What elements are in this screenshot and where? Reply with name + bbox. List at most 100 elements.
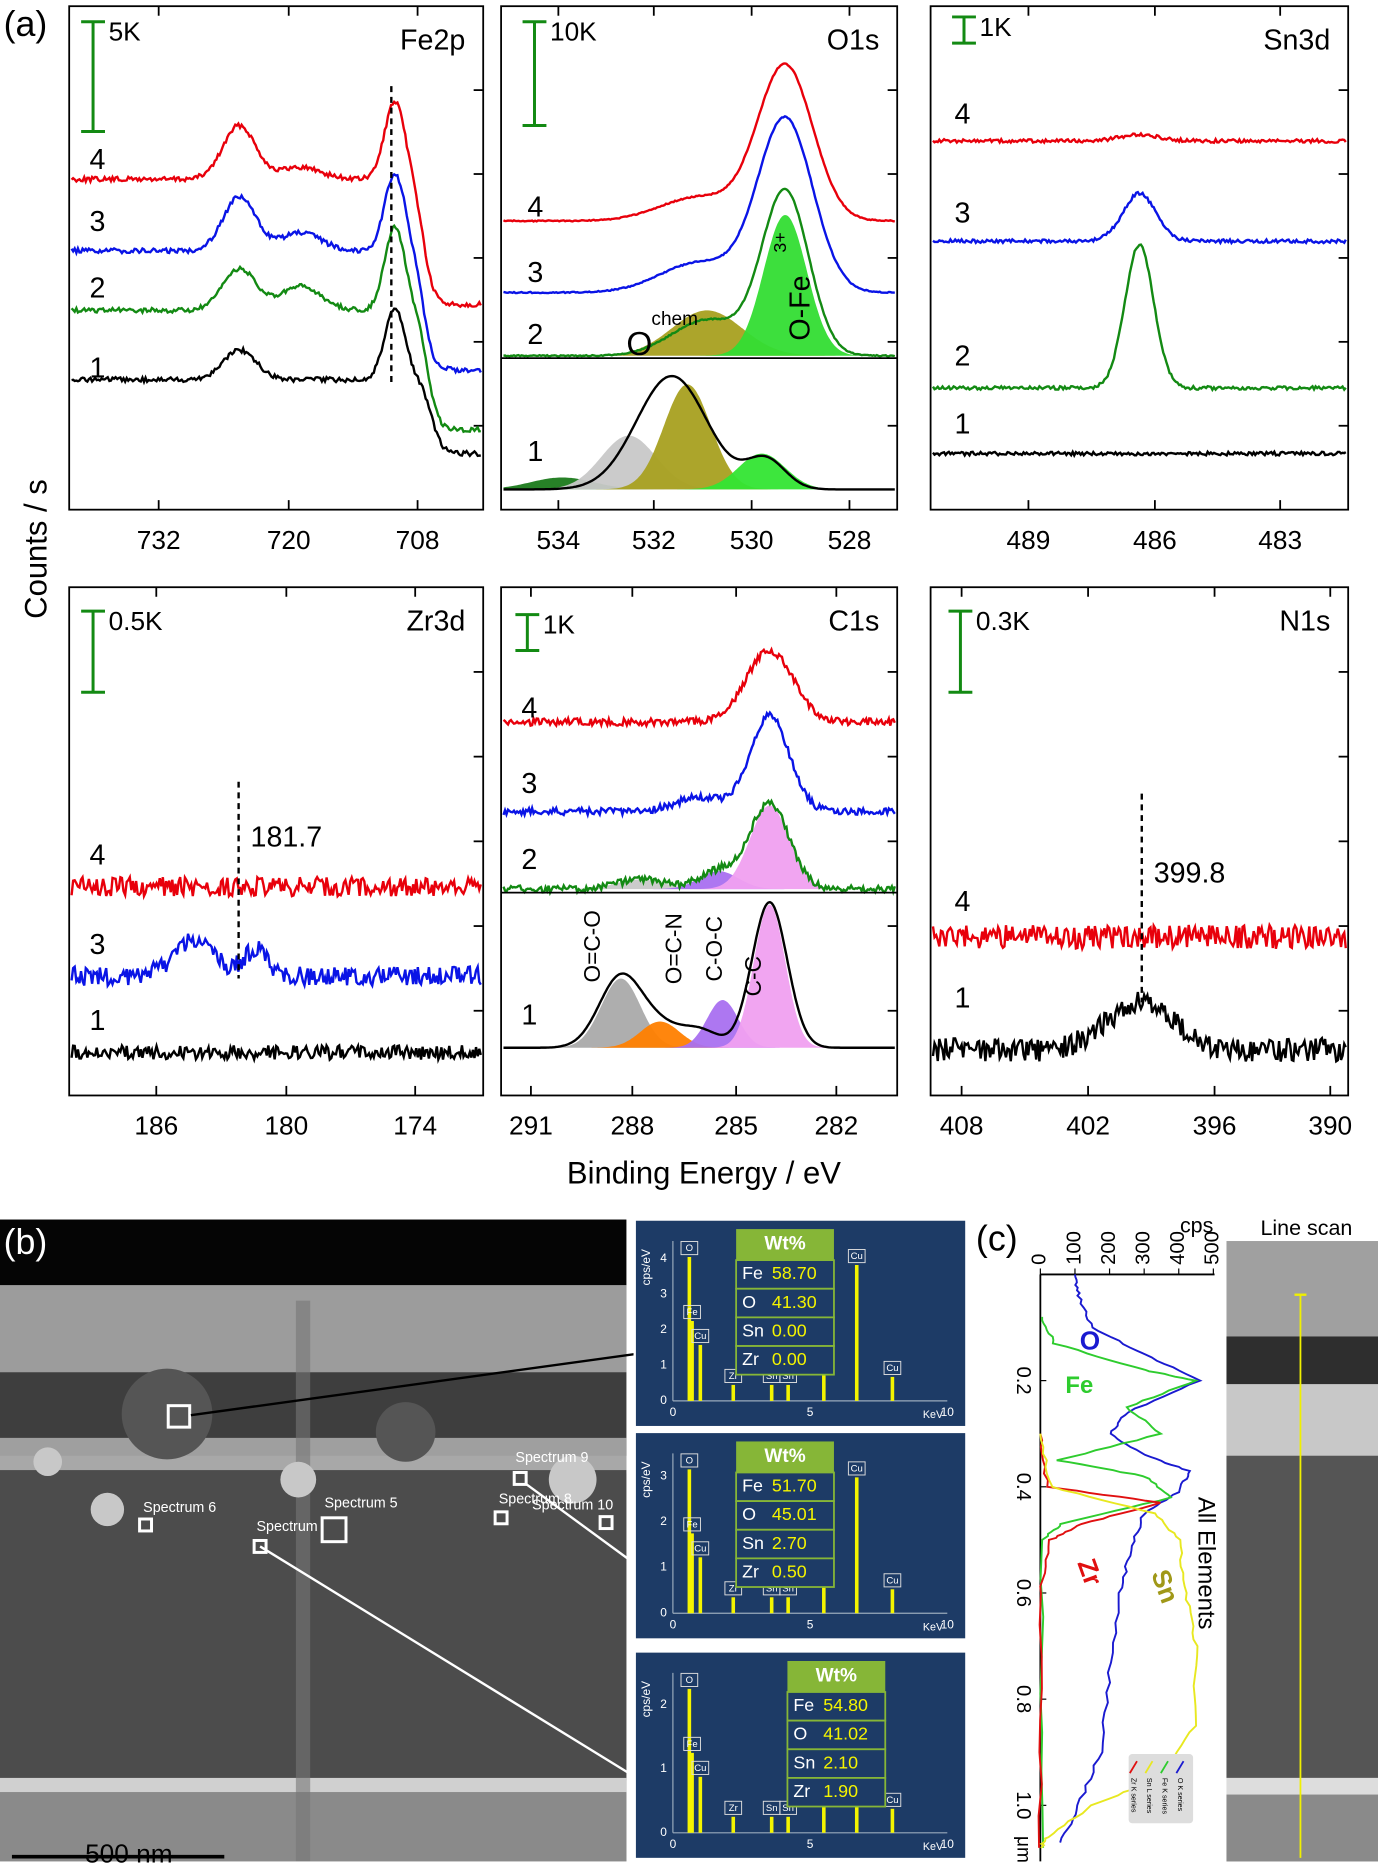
tem-layer [0, 1777, 627, 1793]
y-axis-label: cps/eV [639, 1249, 653, 1285]
scale-label: 10K [550, 17, 597, 47]
annotation: O-Fe [784, 275, 816, 340]
spectrum-box [138, 1517, 154, 1533]
spectrum-box [512, 1470, 528, 1486]
scan-layer [1226, 1336, 1378, 1385]
spectrum-label: Spectrum 5 [325, 1495, 398, 1511]
table-cell: O [742, 1504, 756, 1524]
table-cell: Fe [742, 1263, 763, 1283]
x-tick-label: 180 [264, 1111, 308, 1141]
peak-label: Cu [886, 1575, 898, 1586]
annotation: C-O-C [701, 916, 727, 981]
scale-box [0, 1861, 627, 1870]
x-tick-label: 0 [670, 1617, 677, 1631]
x-tick-label: 528 [828, 525, 872, 555]
y-tick-label: 0 [660, 1605, 667, 1619]
peak-tag [724, 1800, 743, 1815]
table-cell: 58.70 [772, 1263, 817, 1283]
panel-title: C1s [828, 606, 879, 638]
spectrum [932, 449, 1347, 459]
table-row [735, 1316, 835, 1347]
arrow [190, 1350, 651, 1417]
scale-label: 1K [543, 610, 576, 640]
profile-line [1039, 1433, 1199, 1849]
table-row [735, 1471, 835, 1503]
x-tick-label: 720 [267, 525, 311, 555]
y-tick-label: 4 [660, 1251, 667, 1265]
x-tick-label: 732 [137, 525, 181, 555]
panel-title: O1s [827, 25, 879, 57]
peak-label: Sn [782, 1583, 794, 1594]
tem-grain [548, 1455, 597, 1504]
x-axis-label: Binding Energy / eV [567, 1156, 841, 1191]
annotation: O [626, 326, 652, 363]
x-tick-label: 500 [1202, 1231, 1224, 1265]
x-axis-label: cps [1180, 1213, 1213, 1237]
table-cell: 41.02 [823, 1724, 868, 1744]
x-tick-label: 5 [807, 1405, 814, 1419]
spectrum-label: Spectrum [257, 1519, 318, 1535]
x-tick-label: 396 [1193, 1111, 1237, 1141]
peak-label: Sn [766, 1371, 778, 1382]
tem-grain [90, 1492, 125, 1527]
profile-line [1037, 1433, 1161, 1848]
trace-label: 2 [527, 319, 543, 351]
profile-line [1059, 1274, 1203, 1843]
trace-label: 3 [89, 206, 105, 238]
x-axis-label: KeV [923, 1409, 944, 1421]
y-tick-label: 1.0 [1012, 1791, 1034, 1819]
x-tick-label: 174 [393, 1111, 437, 1141]
table-cell: 0.50 [772, 1561, 807, 1581]
table-header: Wt% [764, 1446, 805, 1467]
x-tick-label: 400 [1167, 1231, 1189, 1265]
peak-tag [680, 1672, 699, 1687]
peak-label: Fe [687, 1739, 698, 1750]
spectrum [931, 921, 1347, 953]
chart-title: All Elements [1193, 1497, 1220, 1630]
table-cell: 1.90 [823, 1781, 858, 1801]
spectrum-label: Spectrum 6 [143, 1500, 216, 1516]
annotation: 181.7 [251, 822, 323, 854]
trace-label: 2 [954, 341, 970, 373]
trace-label: 3 [527, 257, 543, 289]
y-tick-label: 1 [660, 1560, 667, 1574]
y-tick-label: 1 [660, 1761, 667, 1775]
x-axis-label: KeV [923, 1621, 944, 1633]
table-header [736, 1441, 834, 1473]
spectrum [502, 62, 895, 223]
peak-label: Cu [694, 1543, 706, 1554]
annotation: O=C-N [660, 913, 686, 984]
x-tick-label: 10 [941, 1837, 955, 1851]
legend-label: O K series [1176, 1778, 1184, 1812]
x-tick-label: 0 [1029, 1254, 1051, 1265]
trace-label: 4 [89, 839, 105, 871]
peak-tag [683, 1736, 701, 1751]
spectrum [70, 172, 482, 375]
element-label: O [1080, 1325, 1100, 1355]
trace-label: 1 [89, 1005, 105, 1037]
table-cell: 0.00 [772, 1349, 807, 1369]
peak-label: O [686, 1456, 693, 1467]
panel-label: (c) [976, 1218, 1018, 1258]
trace-label: 1 [954, 409, 970, 441]
annotation: O=C-O [579, 910, 605, 982]
table-cell: 45.01 [772, 1504, 817, 1524]
legend-swatch [1129, 1760, 1138, 1774]
x-tick-label: 282 [814, 1111, 858, 1141]
y-tick-label: 2 [660, 1322, 667, 1336]
legend-swatch [1175, 1760, 1185, 1774]
spectrum [70, 1041, 482, 1064]
y-tick-label: 0 [660, 1393, 667, 1407]
spectrum-box [166, 1404, 192, 1429]
spectrum-box [493, 1510, 509, 1526]
x-tick-label: 532 [632, 525, 676, 555]
peak-label: Cu [694, 1331, 706, 1342]
x-tick-label: 285 [714, 1111, 758, 1141]
panel-title: Sn3d [1263, 25, 1330, 57]
annotation: 399.8 [1154, 857, 1226, 889]
spectrum [932, 190, 1347, 246]
scale-label: 1K [980, 12, 1013, 42]
peak-label: Zr [729, 1803, 739, 1814]
